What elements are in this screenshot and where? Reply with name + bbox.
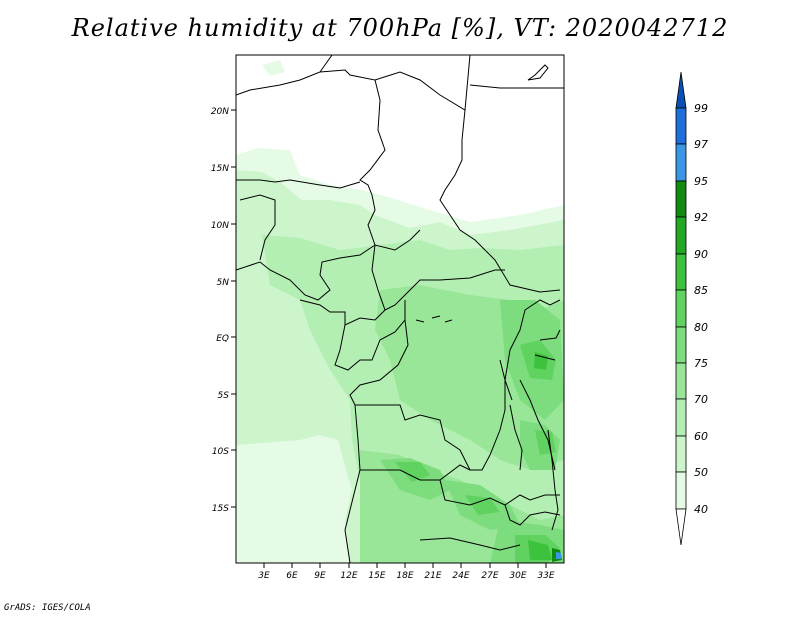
lat-label: 5N <box>217 278 230 288</box>
lat-label: EQ <box>216 334 229 344</box>
lat-label: 10N <box>211 221 229 231</box>
lat-axis <box>231 109 236 508</box>
lon-label: 27E <box>481 571 498 581</box>
lon-label: 30E <box>509 571 526 581</box>
colorbar <box>675 71 687 546</box>
humidity-fill <box>236 60 564 563</box>
colorbar-label: 92 <box>694 211 708 224</box>
lat-label: 20N <box>211 107 229 117</box>
lat-label: 15S <box>212 504 229 514</box>
colorbar-label: 50 <box>694 466 708 479</box>
lon-label: 15E <box>368 571 385 581</box>
colorbar-label: 75 <box>694 357 708 370</box>
colorbar-label: 95 <box>694 175 708 188</box>
colorbar-label: 80 <box>694 321 708 334</box>
map-frame <box>235 54 565 564</box>
colorbar-segment <box>675 216 687 255</box>
lat-label: 10S <box>212 447 229 457</box>
colorbar-segment <box>675 398 687 437</box>
colorbar-segment <box>675 71 687 109</box>
colorbar-segment <box>675 471 687 510</box>
colorbar-segment <box>675 508 687 546</box>
lat-label: 5S <box>218 391 230 401</box>
lon-axis <box>263 563 547 568</box>
colorbar-segment <box>675 143 687 182</box>
map-title: Relative humidity at 700hPa [%], VT: 202… <box>71 14 729 42</box>
colorbar-segment <box>675 362 687 400</box>
colorbar-segment <box>675 435 687 473</box>
country-borders <box>236 55 564 563</box>
lon-label: 21E <box>424 571 441 581</box>
colorbar-segment <box>675 107 687 145</box>
colorbar-label: 70 <box>694 393 708 406</box>
colorbar-label: 99 <box>694 102 708 115</box>
lon-label: 12E <box>340 571 357 581</box>
colorbar-segment <box>675 180 687 218</box>
lon-label: 9E <box>314 571 326 581</box>
lat-label: 15N <box>211 164 229 174</box>
colorbar-segment <box>675 326 687 364</box>
lon-label: 3E <box>258 571 270 581</box>
lon-label: 24E <box>452 571 469 581</box>
lon-label: 18E <box>396 571 413 581</box>
credit-label: GrADS: IGES/COLA <box>4 603 91 613</box>
colorbar-label: 90 <box>694 248 708 261</box>
colorbar-segment <box>675 253 687 291</box>
lon-label: 6E <box>286 571 298 581</box>
colorbar-label: 60 <box>694 430 708 443</box>
colorbar-label: 40 <box>694 503 708 516</box>
colorbar-label: 97 <box>694 138 708 151</box>
colorbar-segment <box>675 289 687 328</box>
lon-label: 33E <box>537 571 554 581</box>
colorbar-label: 85 <box>694 284 708 297</box>
